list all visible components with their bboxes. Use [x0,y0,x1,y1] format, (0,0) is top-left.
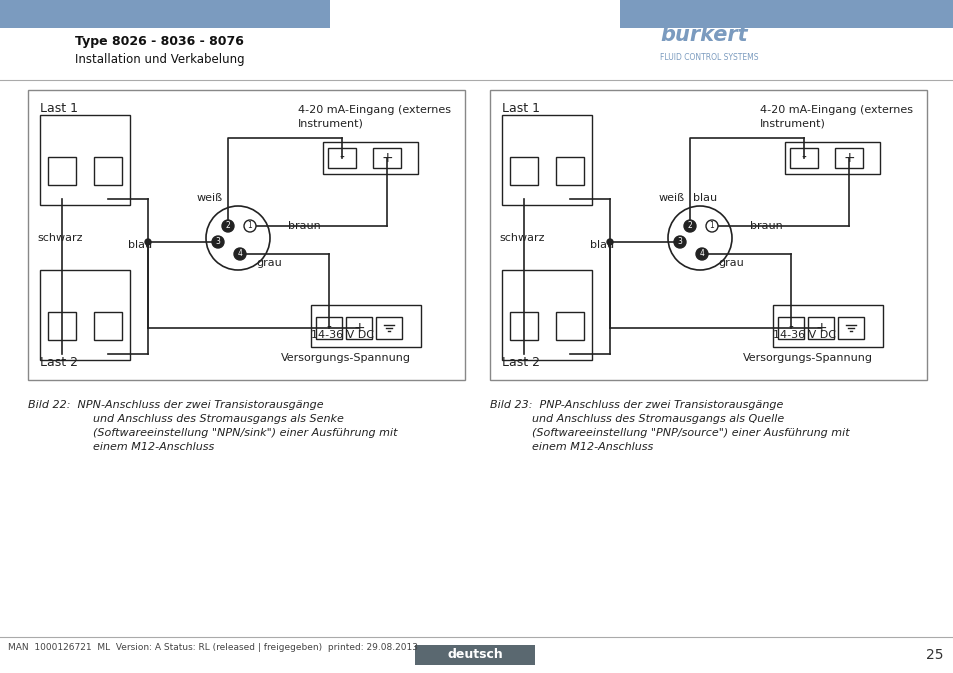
Text: deutsch: deutsch [447,649,502,662]
Circle shape [673,236,685,248]
Bar [659,15,664,20]
Text: Versorgungs-Spannung: Versorgungs-Spannung [281,353,411,363]
Bar [510,157,537,185]
Bar [415,645,535,665]
Text: braun: braun [288,221,320,231]
Bar [556,157,583,185]
Bar [784,142,879,174]
Text: blau: blau [589,240,614,250]
Bar [490,90,926,380]
Text: und Anschluss des Stromausgangs als Senke: und Anschluss des Stromausgangs als Senk… [92,414,343,424]
Circle shape [606,239,613,245]
Text: +: + [381,151,393,165]
Text: blau: blau [128,240,152,250]
Text: Last 1: Last 1 [501,102,539,114]
Bar [619,0,953,28]
Text: 14-36 V DC: 14-36 V DC [772,330,835,340]
Text: 2: 2 [687,221,692,230]
Bar [48,312,76,340]
Bar [837,317,863,339]
Text: 3: 3 [677,238,681,246]
Circle shape [705,220,718,232]
Text: und Anschluss des Stromausgangs als Quelle: und Anschluss des Stromausgangs als Quel… [532,414,783,424]
Bar [375,317,401,339]
Bar [807,317,833,339]
Bar [789,148,817,168]
Text: -: - [326,321,331,335]
Text: FLUID CONTROL SYSTEMS: FLUID CONTROL SYSTEMS [659,53,758,63]
Text: Last 2: Last 2 [501,355,539,369]
Text: bürkert: bürkert [659,25,747,45]
Circle shape [667,206,731,270]
Text: blau: blau [692,193,717,203]
Bar [501,270,592,360]
Bar [659,22,664,27]
Bar [778,317,803,339]
Text: -: - [801,151,805,165]
Text: 1: 1 [709,221,714,230]
Bar [834,148,862,168]
Bar [328,148,355,168]
Text: grau: grau [255,258,281,268]
Text: 14-36 V DC: 14-36 V DC [311,330,374,340]
Bar [346,317,372,339]
Text: Versorgungs-Spannung: Versorgungs-Spannung [742,353,872,363]
Circle shape [145,239,151,245]
Text: 4: 4 [699,250,703,258]
Text: 4-20 mA-Eingang (externes
Instrument): 4-20 mA-Eingang (externes Instrument) [297,105,451,128]
Text: 2: 2 [226,221,230,230]
Text: weiß: weiß [196,193,223,203]
Bar [556,312,583,340]
Bar [373,148,400,168]
Text: Installation und Verkabelung: Installation und Verkabelung [75,53,244,67]
Text: +: + [353,321,364,335]
Text: Bild 23:  PNP-Anschluss der zwei Transistorausgänge: Bild 23: PNP-Anschluss der zwei Transist… [490,400,782,410]
Circle shape [206,206,270,270]
Bar [40,115,130,205]
Text: schwarz: schwarz [499,233,544,243]
Text: 4: 4 [237,250,242,258]
Bar [0,0,330,28]
Text: schwarz: schwarz [37,233,83,243]
Text: Last 2: Last 2 [40,355,78,369]
Bar [94,157,122,185]
Bar [315,317,341,339]
Circle shape [222,220,233,232]
Text: (Softwareeinstellung "PNP/source") einer Ausführung mit: (Softwareeinstellung "PNP/source") einer… [532,428,849,438]
Text: -: - [788,321,793,335]
Circle shape [212,236,224,248]
Bar [48,157,76,185]
Bar [28,90,464,380]
Bar [323,142,417,174]
Text: Type 8026 - 8036 - 8076: Type 8026 - 8036 - 8076 [75,36,244,48]
Text: Bild 22:  NPN-Anschluss der zwei Transistorausgänge: Bild 22: NPN-Anschluss der zwei Transist… [28,400,323,410]
Text: 3: 3 [215,238,220,246]
Text: MAN  1000126721  ML  Version: A Status: RL (released | freigegeben)  printed: 29: MAN 1000126721 ML Version: A Status: RL … [8,643,417,653]
Text: weiß: weiß [659,193,684,203]
Circle shape [683,220,696,232]
Bar [501,115,592,205]
Circle shape [233,248,246,260]
Bar [311,305,420,347]
Text: 25: 25 [925,648,943,662]
Circle shape [696,248,707,260]
Bar [94,312,122,340]
Bar [772,305,882,347]
Bar [666,15,671,20]
Text: +: + [814,321,826,335]
Text: grau: grau [718,258,743,268]
Text: 1: 1 [248,221,253,230]
Text: einem M12-Anschluss: einem M12-Anschluss [92,442,214,452]
Text: +: + [842,151,854,165]
Text: 4-20 mA-Eingang (externes
Instrument): 4-20 mA-Eingang (externes Instrument) [760,105,912,128]
Text: -: - [339,151,344,165]
Bar [40,270,130,360]
Circle shape [244,220,255,232]
Bar [673,15,679,20]
Bar [510,312,537,340]
Text: einem M12-Anschluss: einem M12-Anschluss [532,442,653,452]
Text: Last 1: Last 1 [40,102,78,114]
Text: (Softwareeinstellung "NPN/sink") einer Ausführung mit: (Softwareeinstellung "NPN/sink") einer A… [92,428,397,438]
Text: braun: braun [749,221,781,231]
